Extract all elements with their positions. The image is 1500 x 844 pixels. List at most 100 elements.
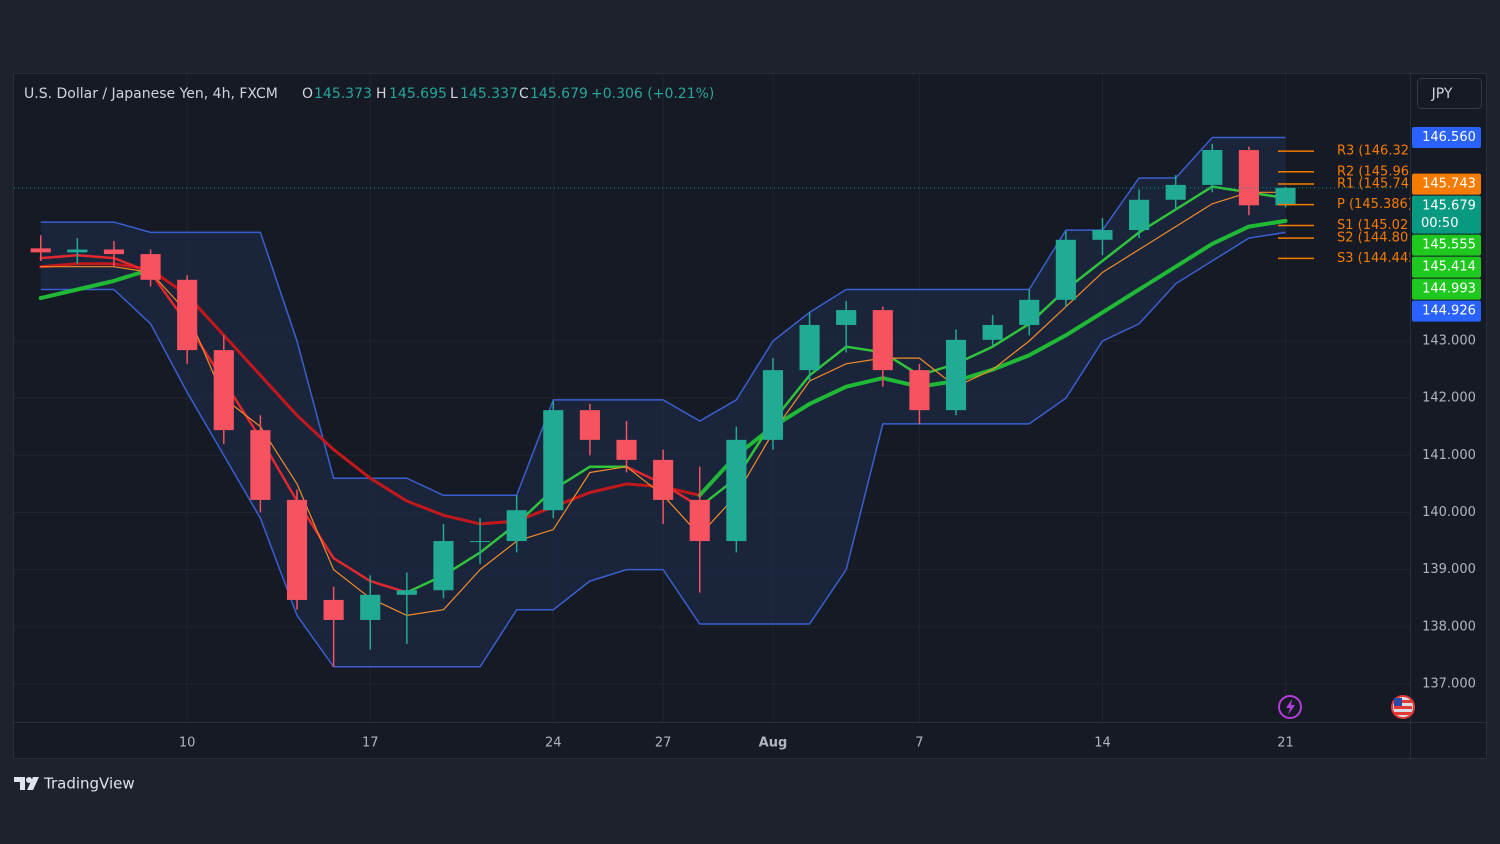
candle-body bbox=[1129, 199, 1150, 231]
pivot-label: R1 (145.745 bbox=[1337, 177, 1417, 192]
logo-mark[interactable] bbox=[26, 777, 32, 783]
pivot-label: R3 (146.32 bbox=[1337, 144, 1409, 159]
y-tick-label: 142.000 bbox=[1422, 391, 1476, 406]
pivot-label: S2 (144.80 bbox=[1337, 231, 1408, 246]
price-tag-label: 144.926 bbox=[1422, 304, 1476, 319]
price-tag-label: 145.555 bbox=[1422, 238, 1476, 253]
price-tag bbox=[1412, 256, 1481, 278]
candle-body bbox=[506, 510, 527, 542]
candle-body bbox=[872, 310, 893, 371]
chart-title: U.S. Dollar / Japanese Yen, 4h, FXCM bbox=[24, 86, 278, 102]
candle-body bbox=[30, 248, 51, 253]
candle-body bbox=[799, 324, 820, 371]
axes: 137.000 138.000 139.000 140.000 141.000 142.0… bbox=[179, 333, 1476, 750]
candle-body bbox=[396, 590, 417, 595]
lightning-glyph[interactable] bbox=[1286, 699, 1295, 715]
candle-body bbox=[1055, 239, 1076, 300]
logo-mark[interactable] bbox=[14, 777, 25, 790]
candle-body bbox=[469, 541, 491, 543]
price-tag bbox=[1412, 278, 1481, 300]
candle-body bbox=[213, 350, 234, 431]
price-tag bbox=[1412, 234, 1481, 256]
ohlc-label: H bbox=[376, 86, 387, 102]
candle-body bbox=[1165, 184, 1186, 200]
candle-body bbox=[579, 410, 600, 440]
ohlc-label: O bbox=[302, 86, 313, 102]
brand-logo[interactable]: TradingView bbox=[14, 775, 135, 793]
x-tick-label: 24 bbox=[545, 736, 562, 751]
candle-body bbox=[103, 249, 125, 255]
y-tick-label: 138.000 bbox=[1422, 619, 1476, 634]
candle-body bbox=[140, 254, 161, 280]
x-tick-label: 17 bbox=[362, 736, 379, 751]
y-tick-label: 139.000 bbox=[1422, 562, 1476, 577]
x-tick-label: 10 bbox=[179, 736, 196, 751]
x-tick-label: 21 bbox=[1277, 736, 1294, 751]
candle-body bbox=[177, 279, 198, 351]
flag-canton[interactable] bbox=[1394, 698, 1402, 706]
price-tag-label: 145.679 bbox=[1422, 199, 1476, 214]
candle-body bbox=[286, 499, 308, 600]
candle-body bbox=[433, 541, 454, 591]
ohlc-value: 145.373 bbox=[314, 86, 372, 102]
band-lower bbox=[40, 231, 1286, 668]
candle-body bbox=[1238, 150, 1259, 206]
flag-stripe[interactable] bbox=[1394, 700, 1412, 703]
x-tick-label: Aug bbox=[759, 736, 788, 751]
flag-stripe[interactable] bbox=[1394, 712, 1412, 715]
price-tag-label: 146.560 bbox=[1422, 130, 1476, 145]
currency-label[interactable]: JPY bbox=[1431, 86, 1453, 102]
band-fill bbox=[40, 137, 1286, 667]
candle-body bbox=[323, 599, 344, 620]
pivot-label: S3 (144.445 bbox=[1337, 251, 1417, 266]
candle-body bbox=[250, 430, 271, 500]
y-tick-label: 143.000 bbox=[1422, 333, 1476, 348]
x-tick-label: 14 bbox=[1094, 736, 1111, 751]
ohlc-value: 145.679 bbox=[530, 86, 588, 102]
logo-mark[interactable] bbox=[27, 777, 39, 790]
candle-body bbox=[360, 594, 381, 620]
pivot-label: P (145.386) bbox=[1337, 197, 1413, 212]
countdown: 00:50 bbox=[1421, 216, 1458, 231]
candle-body bbox=[653, 459, 674, 500]
price-tag bbox=[1412, 126, 1481, 148]
candle-body bbox=[726, 439, 747, 542]
change: +0.306 (+0.21%) bbox=[591, 86, 714, 102]
price-tag bbox=[1412, 300, 1481, 322]
flag-stripe[interactable] bbox=[1394, 706, 1412, 709]
price-tag bbox=[1412, 195, 1481, 234]
price-tags: 146.560 145.743 145.679 00:50 145.555 145.414… bbox=[1412, 126, 1481, 322]
price-tag bbox=[1412, 173, 1481, 195]
price-tag-label: 144.993 bbox=[1422, 282, 1476, 297]
y-tick-label: 137.000 bbox=[1422, 676, 1476, 691]
price-tag-label: 145.414 bbox=[1422, 260, 1476, 275]
candle-body bbox=[689, 499, 710, 542]
ohlc-label: L bbox=[450, 86, 458, 102]
y-tick-label: 140.000 bbox=[1422, 505, 1476, 520]
brand-name[interactable]: TradingView bbox=[43, 775, 135, 793]
candle-body bbox=[1275, 187, 1296, 206]
currency-button[interactable]: JPY bbox=[1417, 78, 1482, 109]
x-tick-label: 27 bbox=[655, 736, 672, 751]
x-tick-label: 7 bbox=[915, 736, 923, 751]
candle-body bbox=[982, 324, 1003, 340]
candle-body bbox=[67, 249, 88, 253]
price-tag-label: 145.743 bbox=[1422, 177, 1476, 192]
y-tick-label: 141.000 bbox=[1422, 448, 1476, 463]
lightning-icon[interactable] bbox=[1278, 695, 1302, 719]
ohlc-label: C bbox=[519, 86, 529, 102]
flag-icon[interactable] bbox=[1391, 695, 1415, 719]
ohlc-value: 145.695 bbox=[389, 86, 447, 102]
candle-body bbox=[1019, 299, 1040, 325]
candle-body bbox=[909, 370, 930, 411]
candle-body bbox=[1092, 230, 1113, 240]
pivot-label: R2 (145.96 bbox=[1337, 164, 1409, 179]
pivot-label: S1 (145.02 bbox=[1337, 218, 1408, 233]
plot-area bbox=[14, 74, 1410, 722]
candle-body bbox=[1202, 150, 1223, 185]
candle-body bbox=[762, 370, 784, 440]
currency-box[interactable] bbox=[1417, 78, 1482, 109]
ohlc-value: 145.337 bbox=[460, 86, 518, 102]
candle-body bbox=[945, 339, 967, 411]
